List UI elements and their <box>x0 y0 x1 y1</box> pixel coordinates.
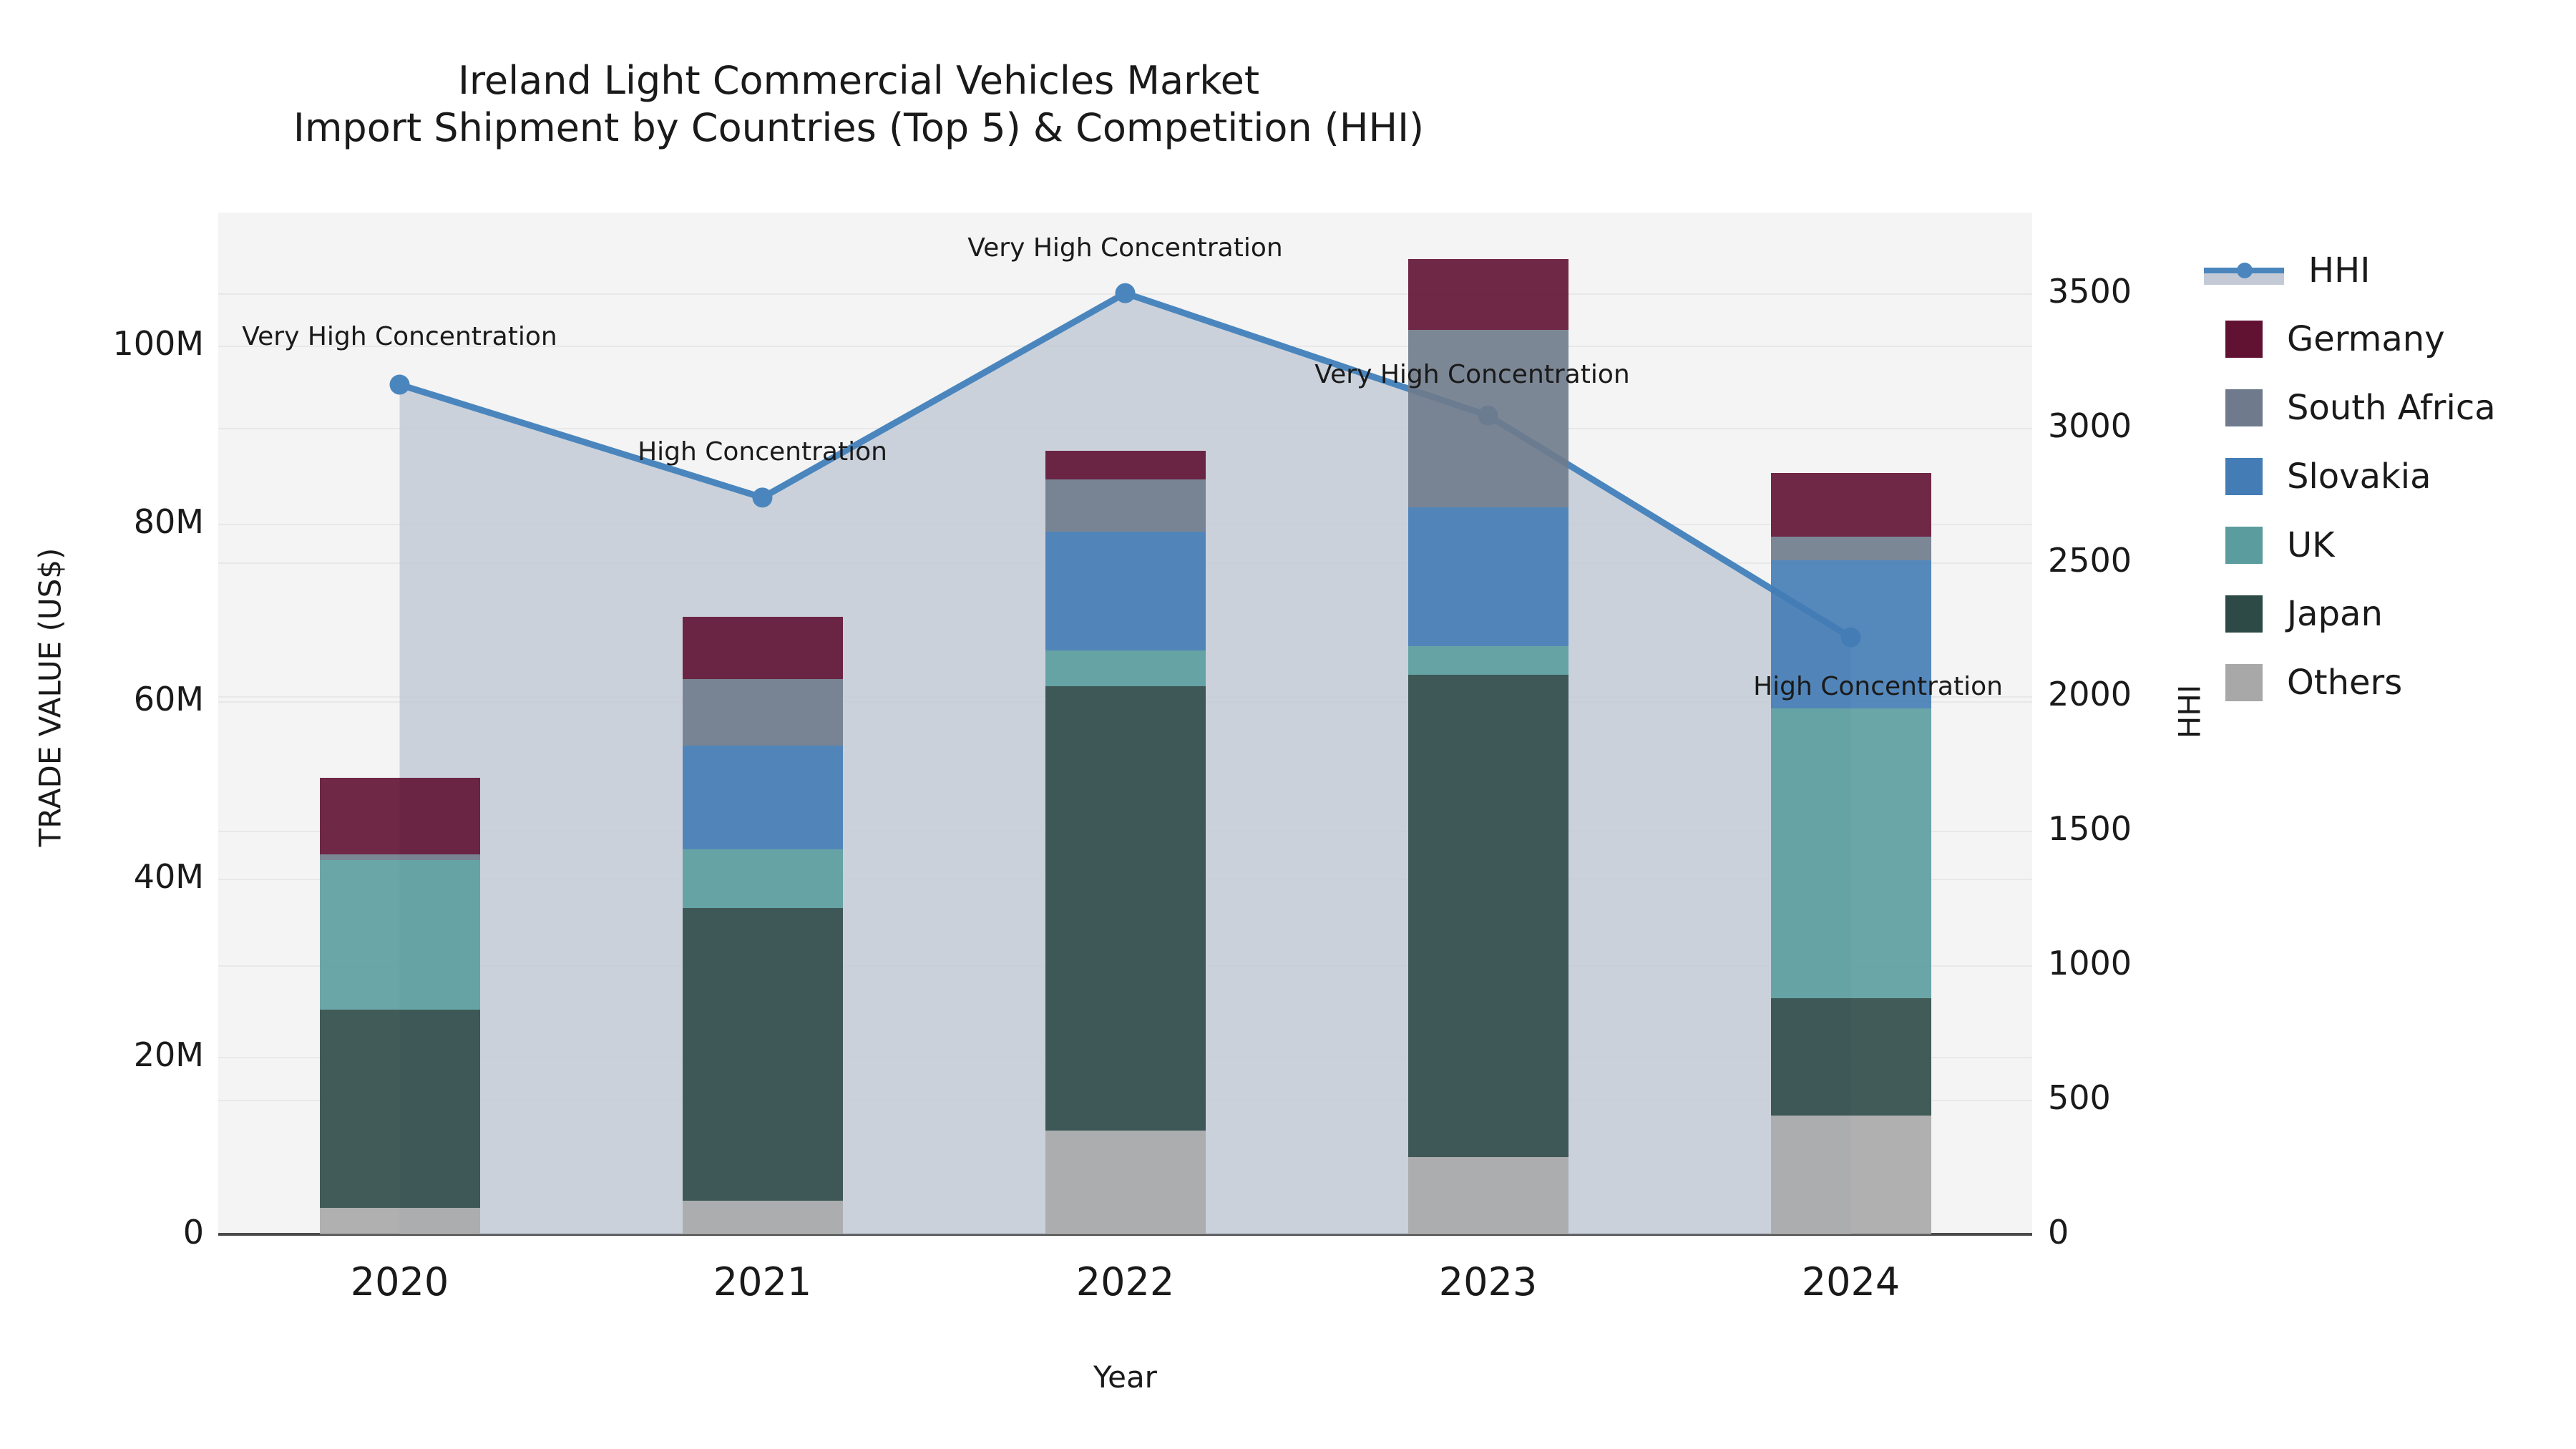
bar-stack[interactable] <box>682 213 843 1234</box>
x-axis-line <box>218 1233 2032 1236</box>
legend-item[interactable]: Slovakia <box>2225 442 2562 511</box>
bar-segment[interactable] <box>682 908 843 1201</box>
annotation-layer: Very High Concentration High Concentratio… <box>218 213 2032 1234</box>
bar-segment[interactable] <box>1770 1115 1931 1234</box>
hhi-marker[interactable] <box>752 487 773 508</box>
legend-label: Slovakia <box>2287 457 2431 497</box>
bar-segment[interactable] <box>319 1207 480 1234</box>
legend-swatch <box>2225 321 2263 358</box>
bar-segment[interactable] <box>319 860 480 1010</box>
y-axis-right-tick-label: 2500 <box>2048 540 2132 580</box>
bar-segment[interactable] <box>1770 537 1931 560</box>
y-axis-left-tick-label: 80M <box>133 502 204 541</box>
bar-segment[interactable] <box>1045 1130 1206 1234</box>
y-axis-right-tick-label: 0 <box>2048 1213 2069 1252</box>
bar-segment[interactable] <box>682 617 843 679</box>
y-axis-left-tick-label: 100M <box>112 324 205 364</box>
legend-item[interactable]: HHI <box>2204 236 2562 305</box>
hhi-marker[interactable] <box>389 374 410 395</box>
legend-line-marker <box>2204 252 2284 289</box>
legend-swatch <box>2225 595 2263 633</box>
bar-segment[interactable] <box>319 777 480 854</box>
legend-swatch <box>2225 664 2263 701</box>
legend-swatch <box>2225 458 2263 495</box>
bar-segment[interactable] <box>1045 479 1206 532</box>
bar-segment[interactable] <box>1407 674 1568 1157</box>
x-axis-tick-label: 2021 <box>713 1259 812 1304</box>
bar-segment[interactable] <box>1407 329 1568 508</box>
bar-segment[interactable] <box>319 1009 480 1208</box>
bar-segment[interactable] <box>1045 450 1206 479</box>
legend-label: HHI <box>2308 250 2371 291</box>
hhi-annotation: Very High Concentration <box>1314 359 1630 389</box>
y-axis-left-tick-label: 0 <box>182 1213 204 1252</box>
y-axis-right-title: HHI <box>2172 684 2207 739</box>
bar-stack[interactable] <box>1045 213 1206 1234</box>
legend-label: Others <box>2287 663 2403 703</box>
y-axis-right-tick-label: 3500 <box>2048 271 2132 311</box>
legend: HHI Germany South Africa Slovakia UK Japan Oth… <box>2204 236 2562 717</box>
y-axis-right-tick-label: 3000 <box>2048 406 2132 445</box>
chart-title-line2: Import Shipment by Countries (Top 5) & C… <box>293 104 1425 150</box>
bar-segment[interactable] <box>682 678 843 746</box>
bar-segment[interactable] <box>682 849 843 909</box>
x-axis-title: Year <box>1093 1360 1157 1395</box>
hhi-annotation: High Concentration <box>1753 671 2003 701</box>
bar-stack[interactable] <box>1770 213 1931 1234</box>
bar-segment[interactable] <box>1770 472 1931 537</box>
bar-segment[interactable] <box>682 1200 843 1234</box>
y-axis-right-tick-label: 500 <box>2048 1078 2111 1118</box>
x-axis-tick-label: 2023 <box>1438 1259 1538 1304</box>
y-axis-left-title: TRADE VALUE (US$) <box>32 547 68 847</box>
y-axis-right-tick-label: 1000 <box>2048 944 2132 983</box>
bar-segment[interactable] <box>1045 686 1206 1131</box>
bar-segment[interactable] <box>1770 560 1931 708</box>
y-axis-left-tick-label: 20M <box>133 1035 204 1074</box>
legend-label: UK <box>2287 525 2335 565</box>
bar-segment[interactable] <box>1770 997 1931 1116</box>
bar-segment[interactable] <box>1407 645 1568 675</box>
bar-segment[interactable] <box>1045 650 1206 686</box>
legend-item[interactable]: Japan <box>2225 580 2562 648</box>
bar-segment[interactable] <box>319 854 480 861</box>
bar-segment[interactable] <box>682 746 843 850</box>
legend-label: Japan <box>2287 594 2383 634</box>
bar-segment[interactable] <box>1045 531 1206 651</box>
y-axis-left-tick-label: 60M <box>133 679 204 718</box>
bar-segment[interactable] <box>1770 708 1931 998</box>
hhi-annotation: High Concentration <box>638 437 887 467</box>
y-axis-right-tick-label: 2000 <box>2048 675 2132 714</box>
hhi-annotation: Very High Concentration <box>242 321 557 351</box>
legend-item[interactable]: Germany <box>2225 305 2562 374</box>
x-axis-tick-label: 2022 <box>1075 1259 1175 1304</box>
y-axis-left-tick-label: 40M <box>133 857 204 897</box>
x-axis-tick-label: 2020 <box>350 1259 449 1304</box>
legend-item[interactable]: South Africa <box>2225 374 2562 442</box>
bar-layer <box>218 213 2032 1234</box>
bar-stack[interactable] <box>1407 213 1568 1234</box>
legend-swatch <box>2225 389 2263 426</box>
bar-segment[interactable] <box>1407 258 1568 330</box>
bar-segment[interactable] <box>1407 507 1568 646</box>
x-axis-tick-label: 2024 <box>1801 1259 1901 1304</box>
chart-title-line1: Ireland Light Commercial Vehicles Market <box>457 58 1260 103</box>
legend-item[interactable]: Others <box>2225 648 2562 717</box>
legend-item[interactable]: UK <box>2225 511 2562 580</box>
bar-segment[interactable] <box>1407 1156 1568 1234</box>
legend-label: Germany <box>2287 319 2445 359</box>
hhi-marker[interactable] <box>1115 283 1136 303</box>
bar-stack[interactable] <box>319 213 480 1234</box>
chart-title: Ireland Light Commercial Vehicles Market… <box>0 57 1717 152</box>
plot-area: Very High Concentration High Concentratio… <box>218 213 2032 1235</box>
hhi-annotation: Very High Concentration <box>967 233 1283 263</box>
legend-swatch <box>2225 527 2263 564</box>
legend-label: South Africa <box>2287 388 2496 428</box>
y-axis-right-tick-label: 1500 <box>2048 809 2132 849</box>
